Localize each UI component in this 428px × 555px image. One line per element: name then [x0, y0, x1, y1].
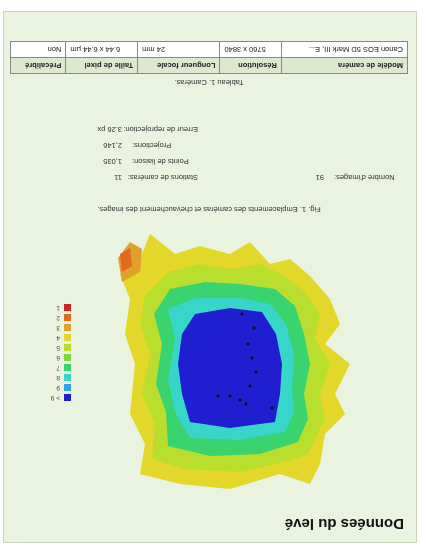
camera-marker — [252, 326, 256, 330]
legend-label: 7 — [56, 364, 60, 371]
legend-label: > 9 — [50, 394, 60, 401]
legend-label: 3 — [56, 324, 60, 331]
legend-item: 1 — [41, 303, 71, 312]
stat-projections-label: Projections: — [132, 141, 172, 150]
table-row: Canon EOS 5D Mark III, E... 5760 x 3840 … — [10, 41, 408, 58]
camera-marker — [270, 406, 274, 410]
legend-swatch — [64, 304, 71, 311]
cell-model: Canon EOS 5D Mark III, E... — [281, 41, 408, 58]
stat-images-value: 91 — [315, 173, 324, 182]
legend-swatch — [64, 374, 71, 381]
legend-item: 7 — [41, 363, 71, 372]
stat-projections: Projections: 2,146 — [103, 141, 198, 150]
cell-resolution: 5760 x 3840 — [219, 41, 282, 58]
legend-swatch — [64, 384, 71, 391]
stat-tie-points: Points de liaison: 1,035 — [103, 157, 198, 166]
legend-label: 5 — [56, 344, 60, 351]
camera-marker — [254, 370, 258, 374]
camera-stations — [216, 312, 274, 410]
legend-swatch — [64, 314, 71, 321]
legend-swatch — [64, 394, 71, 401]
overlap-map-regions — [118, 234, 350, 489]
camera-marker — [250, 356, 254, 360]
legend-label: 4 — [56, 334, 60, 341]
camera-marker — [248, 384, 252, 388]
legend-item: 5 — [41, 343, 71, 352]
table-caption: Tableau 1. Caméras. — [174, 78, 244, 87]
cameras-table: Modèle de caméra Résolution Longueur foc… — [10, 41, 408, 74]
legend-item: 2 — [41, 313, 71, 322]
col-header-precalibrated: Précalibré — [10, 57, 66, 74]
legend-item: 3 — [41, 323, 71, 332]
stat-reprojection-value: 3.26 px — [97, 125, 122, 134]
stat-stations-label: Stations de caméras: — [127, 173, 198, 182]
figure-caption: Fig. 1. Emplacements des caméras et chev… — [97, 205, 321, 214]
legend-swatch — [64, 334, 71, 341]
legend-label: 1 — [56, 304, 60, 311]
legend-swatch — [64, 324, 71, 331]
overlap-legend: > 9 9 8 7 6 5 4 3 2 1 — [41, 302, 71, 402]
stat-tie-points-label: Points de liaison: — [132, 157, 189, 166]
legend-label: 8 — [56, 374, 60, 381]
legend-label: 6 — [56, 354, 60, 361]
legend-swatch — [64, 364, 71, 371]
overlap-region-1 — [120, 248, 132, 272]
table-header-row: Modèle de caméra Résolution Longueur foc… — [10, 57, 408, 74]
legend-item: > 9 — [41, 393, 71, 402]
col-header-resolution: Résolution — [219, 57, 282, 74]
cell-focal-length: 24 mm — [137, 41, 220, 58]
stat-reprojection-label: Erreur de reprojection: — [123, 125, 198, 134]
legend-item: 8 — [41, 373, 71, 382]
stat-reprojection: Erreur de reprojection:3.26 px — [97, 125, 198, 134]
page-title: Données du levé — [284, 515, 404, 532]
overlap-map — [118, 234, 350, 489]
stat-stations: Stations de caméras: 11 — [114, 173, 198, 182]
camera-marker — [240, 312, 244, 316]
col-header-pixel-size: Taille de pixel — [65, 57, 138, 74]
col-header-focal-length: Longueur focale — [137, 57, 220, 74]
stat-tie-points-value: 1,035 — [103, 157, 122, 166]
camera-marker — [246, 342, 250, 346]
camera-marker — [216, 394, 220, 398]
overlap-region-9plus — [178, 308, 282, 428]
legend-swatch — [64, 344, 71, 351]
stat-projections-value: 2,146 — [103, 141, 122, 150]
stat-images-label: Nombre d'images: — [334, 173, 395, 182]
legend-item: 9 — [41, 383, 71, 392]
camera-marker — [238, 398, 242, 402]
cell-precalibrated: Non — [10, 41, 66, 58]
camera-marker — [228, 394, 232, 398]
legend-item: 4 — [41, 333, 71, 342]
stat-images: Nombre d'images: 91 — [316, 173, 400, 182]
legend-swatch — [64, 354, 71, 361]
cell-pixel-size: 6.44 x 6.44 µm — [65, 41, 138, 58]
camera-marker — [244, 402, 248, 406]
legend-label: 9 — [56, 384, 60, 391]
col-header-model: Modèle de caméra — [281, 57, 408, 74]
legend-item: 6 — [41, 353, 71, 362]
stat-stations-value: 11 — [114, 173, 122, 182]
legend-label: 2 — [56, 314, 60, 321]
